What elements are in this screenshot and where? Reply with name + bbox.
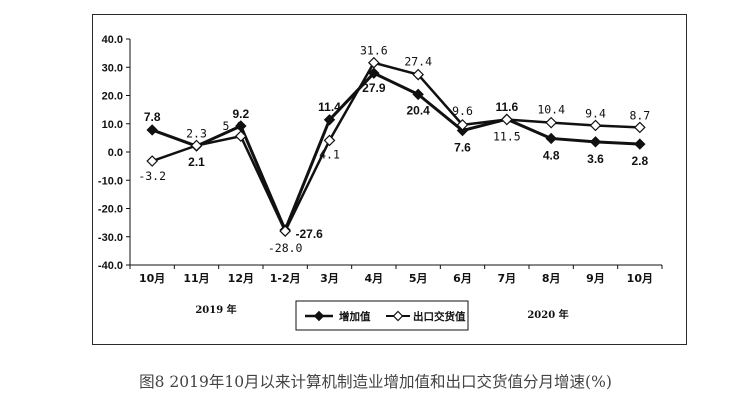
x-tick-label: 6月 — [453, 272, 472, 285]
y-tick-label: -10.0 — [98, 175, 123, 187]
x-tick-label: 4月 — [365, 272, 384, 285]
y-tick-label: 30.0 — [102, 62, 123, 74]
legend-marker — [392, 310, 404, 322]
data-label: 20.4 — [406, 103, 430, 117]
data-point — [545, 132, 557, 145]
data-label: 11.5 — [493, 130, 521, 144]
x-tick-label: 10月 — [139, 272, 165, 285]
data-label: 7.8 — [144, 110, 161, 124]
data-point — [633, 121, 646, 134]
data-label: -27.6 — [295, 227, 323, 241]
legend-label: 出口交货值 — [413, 310, 466, 323]
year-label-2020: 2020 年 — [527, 308, 568, 321]
data-label: 11.4 — [318, 100, 341, 114]
y-tick-label: 0.0 — [108, 147, 123, 159]
data-label: 27.4 — [404, 55, 432, 69]
data-label: 2.1 — [188, 155, 205, 169]
data-point — [589, 136, 602, 148]
x-tick-label: 7月 — [498, 272, 517, 285]
y-tick-label: -20.0 — [98, 204, 123, 216]
data-label: -3.2 — [138, 169, 166, 183]
data-label: -28.0 — [268, 241, 303, 255]
series-line — [151, 71, 640, 232]
data-label: 10.4 — [537, 103, 565, 117]
y-tick-label: 40.0 — [102, 34, 123, 46]
data-label: 27.9 — [362, 81, 386, 95]
data-point — [412, 68, 425, 81]
legend-marker — [313, 310, 325, 322]
data-point — [634, 138, 646, 150]
data-point — [323, 134, 336, 147]
x-tick-label: 8月 — [542, 272, 561, 285]
data-label: 7.6 — [454, 141, 471, 155]
data-point — [412, 88, 424, 101]
data-label: 9.4 — [585, 106, 606, 120]
legend-label: 增加值 — [339, 310, 371, 323]
data-point — [323, 114, 336, 126]
data-label: 2.8 — [631, 154, 648, 168]
data-label: 31.6 — [360, 44, 388, 58]
data-point — [589, 119, 602, 132]
x-tick-label: 9月 — [586, 272, 605, 285]
data-label: 4.8 — [543, 148, 560, 162]
y-tick-label: -40.0 — [98, 260, 123, 272]
data-point — [190, 139, 203, 152]
x-tick-label: 1-2月 — [270, 272, 301, 285]
data-point — [279, 225, 292, 237]
data-point — [367, 56, 380, 69]
data-label: 4.1 — [319, 147, 340, 161]
x-tick-label: 3月 — [320, 272, 339, 285]
data-label: 2.3 — [186, 127, 207, 141]
y-tick-label: 20.0 — [102, 91, 123, 103]
x-tick-label: 11月 — [183, 272, 209, 285]
data-point — [146, 124, 158, 136]
data-label: 3.6 — [587, 152, 604, 166]
data-label: 5.6 — [222, 119, 243, 133]
data-point — [146, 155, 159, 167]
chart-frame — [92, 14, 687, 345]
year-label-2019: 2019 年 — [195, 303, 236, 316]
x-tick-label: 12月 — [228, 272, 254, 285]
data-label: 8.7 — [629, 108, 650, 122]
x-tick-label: 5月 — [409, 272, 428, 285]
series-line — [151, 61, 640, 233]
y-tick-label: -30.0 — [98, 232, 123, 244]
y-tick-label: 10.0 — [102, 119, 123, 131]
data-label: 11.6 — [495, 100, 518, 114]
data-point — [456, 119, 469, 131]
data-point — [234, 130, 247, 143]
data-label: 9.6 — [452, 104, 473, 118]
data-point — [368, 67, 380, 79]
data-label: 9.2 — [232, 107, 249, 121]
data-point — [500, 113, 513, 126]
figure-caption: 图8 2019年10月以来计算机制造业增加值和出口交货值分月增速(%) — [139, 373, 612, 391]
x-tick-label: 10月 — [627, 272, 653, 285]
data-point — [545, 116, 558, 129]
